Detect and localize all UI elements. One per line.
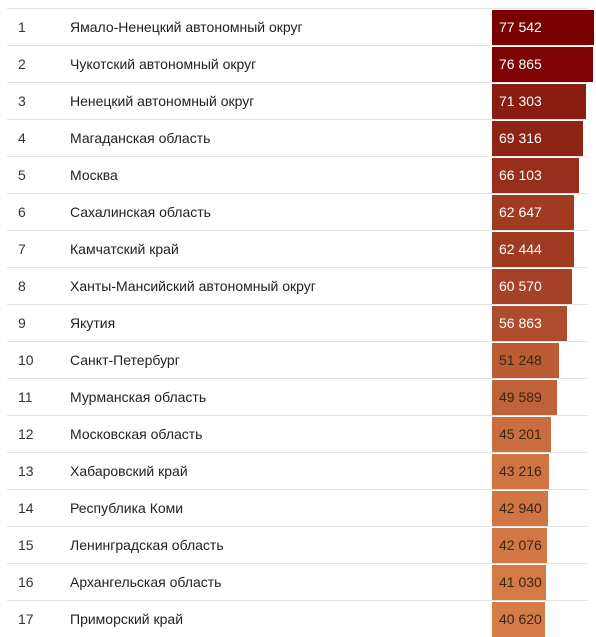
value-label: 62 444 <box>499 241 542 257</box>
value-label: 56 863 <box>499 315 542 331</box>
value-bar <box>492 121 583 156</box>
value-bar <box>492 343 559 378</box>
value-bar <box>492 454 549 489</box>
region-name-cell: Камчатский край <box>70 241 179 257</box>
value-bar <box>492 84 586 119</box>
rank-cell: 3 <box>18 93 26 109</box>
table-row: 2 Чукотский автономный округ 76 865 <box>7 45 593 82</box>
rank-cell: 11 <box>18 389 33 405</box>
region-name-cell: Мурманская область <box>70 389 207 405</box>
table-row: 3 Ненецкий автономный округ 71 303 <box>7 82 588 119</box>
value-label: 40 620 <box>499 611 542 627</box>
value-label: 43 216 <box>499 463 542 479</box>
region-name-cell: Хабаровский край <box>70 463 188 479</box>
region-name-cell: Санкт-Петербург <box>70 352 180 368</box>
rank-cell: 13 <box>18 463 34 479</box>
value-bar <box>492 417 551 452</box>
value-label: 71 303 <box>499 93 542 109</box>
rank-cell: 1 <box>18 19 26 35</box>
region-name-cell: Приморский край <box>70 611 184 627</box>
value-bar <box>492 565 546 600</box>
value-label: 49 589 <box>499 389 542 405</box>
region-name-cell: Ханты-Мансийский автономный округ <box>70 278 316 294</box>
value-label: 62 647 <box>499 204 542 220</box>
region-name-cell: Якутия <box>70 315 116 331</box>
rank-cell: 2 <box>18 56 26 72</box>
value-bar <box>492 10 594 45</box>
table-row: 17 Приморский край 40 620 <box>7 600 588 637</box>
rank-cell: 7 <box>18 241 26 257</box>
table-row: 4 Магаданская область 69 316 <box>7 119 588 156</box>
value-label: 77 542 <box>499 19 542 35</box>
region-name-cell: Магаданская область <box>70 130 211 146</box>
table-row: 9 Якутия 56 863 <box>7 304 588 341</box>
table-row: 5 Москва 66 103 <box>7 156 588 193</box>
region-name-cell: Республика Коми <box>70 500 184 516</box>
table-row: 7 Камчатский край 62 444 <box>7 230 588 267</box>
region-name-cell: Архангельская область <box>70 574 222 590</box>
table-row: 11 Мурманская область 49 589 <box>7 378 588 415</box>
region-name-cell: Чукотский автономный округ <box>70 56 257 72</box>
table-row: 10 Санкт-Петербург 51 248 <box>7 341 588 378</box>
rank-cell: 15 <box>18 537 34 553</box>
rank-cell: 4 <box>18 130 26 146</box>
region-name-cell: Московская область <box>70 426 203 442</box>
value-bar <box>492 491 548 526</box>
region-name-cell: Ямало-Ненецкий автономный округ <box>70 19 303 35</box>
region-name-cell: Ненецкий автономный округ <box>70 93 255 109</box>
value-bar <box>492 269 572 304</box>
rank-cell: 10 <box>18 352 34 368</box>
value-bar <box>492 195 574 230</box>
table-row: 14 Республика Коми 42 940 <box>7 489 588 526</box>
value-bar <box>492 380 557 415</box>
table-row: 15 Ленинградская область 42 076 <box>7 526 588 563</box>
value-bar <box>492 306 567 341</box>
table-row: 13 Хабаровский край 43 216 <box>7 452 588 489</box>
region-name-cell: Москва <box>70 167 118 183</box>
value-label: 66 103 <box>499 167 542 183</box>
rank-cell: 8 <box>18 278 26 294</box>
rank-cell: 14 <box>18 500 34 516</box>
value-label: 51 248 <box>499 352 542 368</box>
rank-cell: 17 <box>18 611 34 627</box>
value-label: 41 030 <box>499 574 542 590</box>
table-row: 16 Архангельская область 41 030 <box>7 563 588 600</box>
value-bar <box>492 232 574 267</box>
table-row: 6 Сахалинская область 62 647 <box>7 193 588 230</box>
value-label: 45 201 <box>499 426 542 442</box>
region-name-cell: Ленинградская область <box>70 537 224 553</box>
table-row: 1 Ямало-Ненецкий автономный округ 77 542 <box>7 8 594 45</box>
rank-cell: 6 <box>18 204 26 220</box>
value-bar <box>492 47 593 82</box>
value-bar <box>492 528 547 563</box>
rank-cell: 5 <box>18 167 26 183</box>
rank-cell: 9 <box>18 315 26 331</box>
value-label: 42 076 <box>499 537 542 553</box>
rank-cell: 12 <box>18 426 34 442</box>
value-label: 60 570 <box>499 278 542 294</box>
value-label: 69 316 <box>499 130 542 146</box>
value-bar <box>492 602 545 637</box>
value-label: 76 865 <box>499 56 542 72</box>
value-label: 42 940 <box>499 500 542 516</box>
region-name-cell: Сахалинская область <box>70 204 211 220</box>
rank-cell: 16 <box>18 574 34 590</box>
value-bar <box>492 158 579 193</box>
table-row: 8 Ханты-Мансийский автономный округ 60 570 <box>7 267 588 304</box>
table-row: 12 Московская область 45 201 <box>7 415 588 452</box>
